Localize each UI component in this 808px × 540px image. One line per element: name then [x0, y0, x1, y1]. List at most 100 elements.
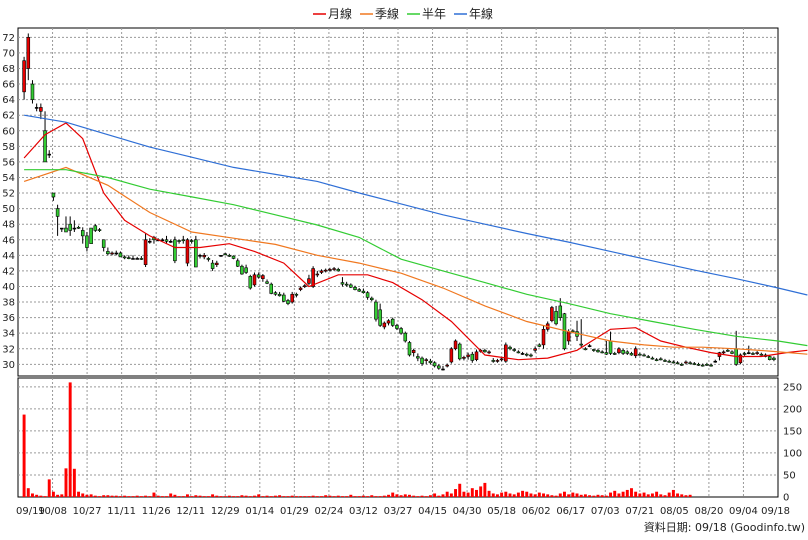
- volume-bar: [357, 496, 361, 497]
- volume-bar: [441, 494, 445, 497]
- candle-body: [449, 348, 454, 363]
- date-tick-label: 09/18: [761, 506, 790, 517]
- candle-body: [462, 357, 466, 359]
- volume-bar: [72, 468, 76, 497]
- candle-body: [483, 350, 487, 353]
- date-tick-label: 04/15: [418, 506, 447, 517]
- volume-bar: [495, 494, 499, 497]
- volume-bar: [68, 382, 72, 497]
- candle-body: [604, 352, 609, 355]
- candle-body: [382, 322, 387, 328]
- volume-bar: [546, 494, 550, 497]
- date-tick-label: 08/20: [694, 506, 723, 517]
- legend-label: 年線: [469, 6, 493, 21]
- volume-bar: [185, 494, 189, 497]
- candle-body: [336, 269, 341, 272]
- volume-tick-label: 200: [783, 404, 802, 415]
- legend-label: 月線: [328, 6, 352, 21]
- candle-body: [215, 262, 219, 265]
- volume-bar: [31, 493, 34, 497]
- candle-body: [60, 227, 64, 230]
- volume-bar: [470, 488, 474, 497]
- candle-body: [520, 353, 525, 355]
- volume-bar: [206, 496, 210, 497]
- date-tick-label: 03/27: [384, 506, 413, 517]
- candle-body: [420, 357, 424, 364]
- volume-bar: [491, 493, 495, 497]
- candle-body: [97, 229, 102, 231]
- volume-bar: [114, 495, 118, 497]
- volume-bar: [273, 495, 277, 497]
- candle-body: [51, 192, 56, 198]
- volume-bar: [676, 493, 680, 497]
- volume-bar: [315, 496, 319, 497]
- price-tick-label: 62: [2, 111, 15, 122]
- candle-body: [361, 290, 366, 293]
- volume-bar: [630, 488, 633, 497]
- volume-bar: [521, 490, 525, 497]
- candle-body: [416, 356, 420, 359]
- volume-bar: [26, 488, 30, 497]
- candle-body: [667, 360, 671, 363]
- price-tick-label: 70: [2, 48, 15, 59]
- volume-bar: [562, 491, 566, 497]
- candle-body: [332, 268, 336, 270]
- volume-bar: [382, 495, 386, 497]
- candle-body: [328, 269, 332, 271]
- volume-bar: [680, 494, 684, 497]
- candle-body: [290, 293, 294, 303]
- candle-body: [315, 273, 320, 276]
- candle-body: [101, 239, 106, 248]
- candle-body: [122, 256, 127, 259]
- volume-bar: [437, 495, 441, 497]
- volume-bar: [688, 494, 692, 497]
- candle-body: [85, 235, 89, 248]
- price-tick-label: 46: [2, 235, 15, 246]
- candle-body: [43, 130, 47, 163]
- candle-body: [353, 286, 357, 290]
- volume-bar: [600, 495, 604, 497]
- date-tick-label: 11/11: [107, 506, 136, 517]
- volume-bar: [240, 495, 244, 497]
- date-tick-label: 11/26: [142, 506, 171, 517]
- ma-line-half: [24, 169, 808, 347]
- volume-bar: [248, 496, 252, 497]
- candle-body: [625, 351, 630, 354]
- candle-body: [298, 287, 303, 290]
- volume-bar: [202, 496, 206, 497]
- volume-bar: [596, 494, 600, 497]
- candle-body: [638, 353, 642, 356]
- volume-bar: [294, 496, 298, 497]
- candle-body: [654, 359, 659, 361]
- volume-tick-label: 0: [783, 493, 789, 504]
- candle-body: [349, 284, 353, 288]
- volume-bar: [583, 494, 587, 497]
- candle-body: [378, 309, 382, 326]
- candle-body: [370, 297, 374, 301]
- candle-body: [571, 330, 575, 333]
- candle-body: [403, 332, 408, 342]
- candle-body: [240, 265, 244, 275]
- candle-body: [139, 258, 144, 260]
- volume-bar: [144, 495, 148, 497]
- volume-bar: [475, 489, 478, 497]
- volume-bar: [198, 495, 202, 497]
- volume-bar: [554, 495, 558, 497]
- volume-bar: [533, 494, 537, 497]
- volume-bar: [253, 495, 256, 497]
- candle-body: [30, 83, 35, 100]
- candle-body: [726, 350, 730, 352]
- volume-bar: [567, 494, 571, 497]
- volume-bar: [215, 495, 219, 497]
- candle-body: [508, 346, 512, 350]
- candle-body: [26, 37, 31, 69]
- candle-body: [721, 351, 726, 354]
- candle-body: [738, 354, 743, 364]
- candle-body: [688, 362, 692, 365]
- candle-body: [495, 360, 500, 362]
- volume-bar: [420, 495, 424, 497]
- volume-bar: [634, 491, 638, 497]
- candle-body: [504, 344, 508, 362]
- candle-body: [453, 340, 458, 350]
- volume-bar: [424, 496, 428, 497]
